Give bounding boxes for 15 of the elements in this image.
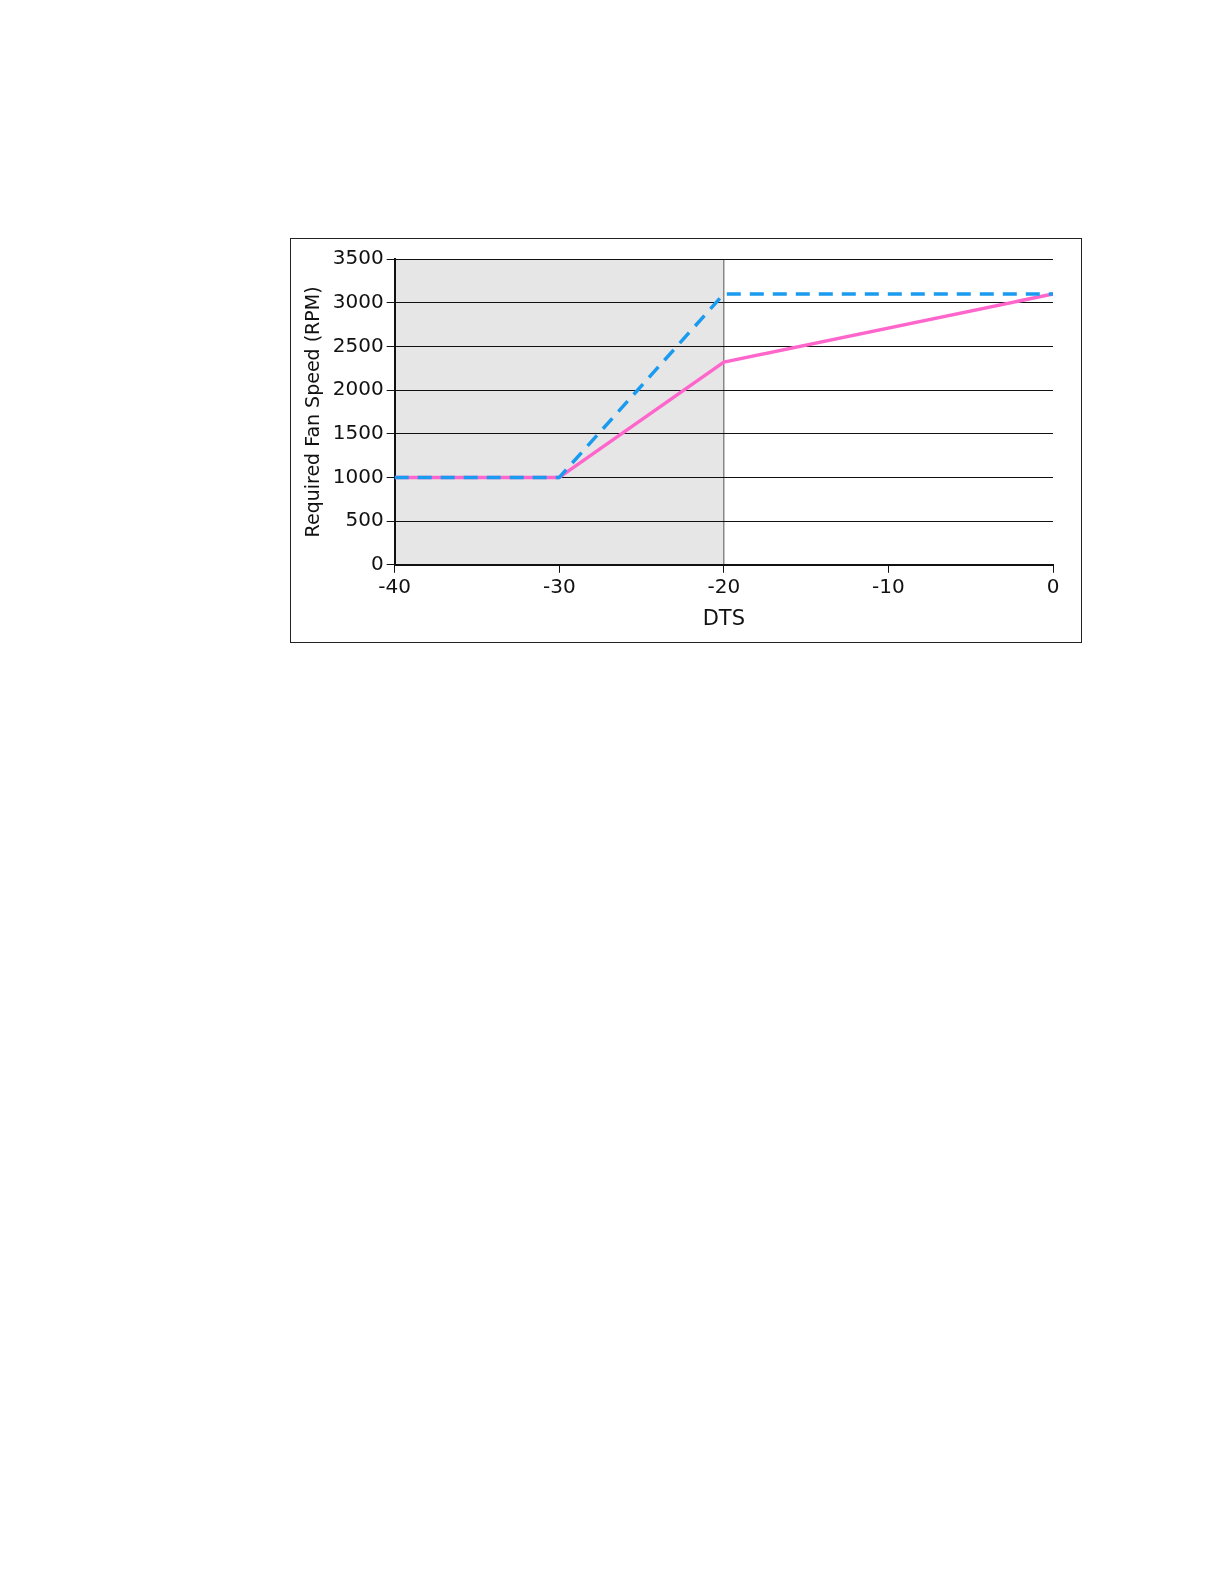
x-tick-label: 0 [1046, 574, 1060, 598]
y-tick-label: 1500 [332, 419, 384, 444]
y-tick-label: 2000 [332, 376, 384, 401]
y-tick-label: 3500 [332, 245, 384, 270]
y-tick-label: 3000 [332, 288, 384, 313]
y-tick-label: 2500 [332, 332, 384, 357]
y-tick-label: 0 [370, 551, 384, 575]
x-tick-label: -20 [707, 574, 741, 598]
y-tick-label: 1000 [332, 463, 384, 488]
y-tick-label: 500 [345, 507, 384, 532]
x-tick-label: -40 [378, 574, 412, 598]
x-axis-title: DTS [702, 605, 746, 630]
x-tick-label: -10 [872, 574, 905, 598]
x-tick-label: -30 [542, 574, 576, 598]
y-axis-title: Required Fan Speed (RPM) [301, 286, 324, 538]
